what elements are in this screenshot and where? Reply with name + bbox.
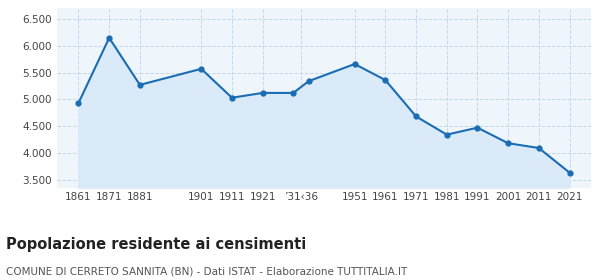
Text: COMUNE DI CERRETO SANNITA (BN) - Dati ISTAT - Elaborazione TUTTITALIA.IT: COMUNE DI CERRETO SANNITA (BN) - Dati IS… [6,266,407,276]
Text: Popolazione residente ai censimenti: Popolazione residente ai censimenti [6,237,306,252]
